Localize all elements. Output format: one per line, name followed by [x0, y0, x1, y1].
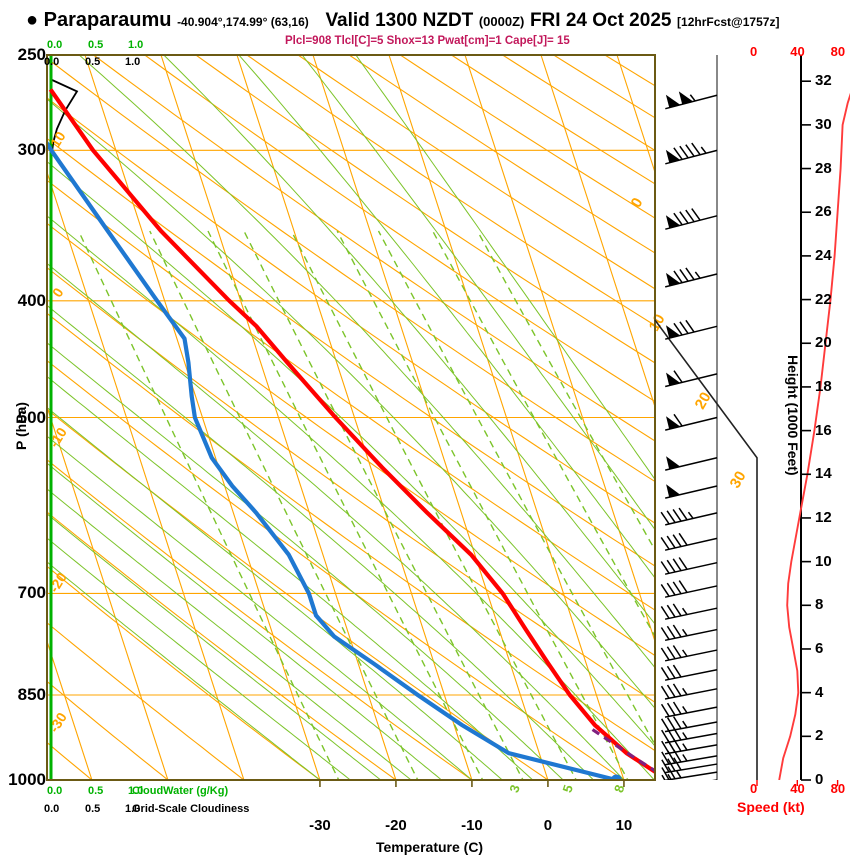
pressure-tick-1000: 1000	[8, 770, 46, 789]
height-tick-0: 0	[815, 771, 824, 788]
speed-axis-label: Speed (kt)	[737, 799, 805, 815]
cloudiness-bottom-tick-0: 0.0	[44, 803, 60, 815]
height-tick-20: 20	[815, 334, 832, 352]
stability-indices: Plcl=908 Tlcl[C]=5 Shox=13 Pwat[cm]=1 Ca…	[285, 35, 570, 47]
sounding-curves	[47, 88, 655, 780]
cloudwater-legend-label: CloudWater (g/Kg)	[132, 785, 229, 797]
speed-tick-80-top: 80	[830, 44, 846, 59]
valid-utc: (0000Z)	[478, 14, 525, 29]
pressure-tick-300: 300	[17, 140, 46, 160]
svg-text:-20: -20	[46, 569, 70, 595]
cloudiness-bottom-tick-1: 0.5	[85, 803, 101, 815]
pressure-tick-700: 700	[17, 583, 46, 603]
svg-text:0: 0	[628, 195, 647, 211]
pressure-tick-250: 250	[17, 45, 46, 64]
height-tick-2: 2	[815, 727, 824, 745]
valid-date: FRI 24 Oct 2025	[529, 10, 672, 31]
height-tick-28: 28	[815, 159, 832, 177]
cloudiness-legend-label: Grid-Scale Cloudiness	[132, 803, 250, 815]
svg-text:30: 30	[727, 468, 750, 491]
cloudwater-bottom-tick-0: 0.0	[47, 785, 63, 797]
svg-text:-10: -10	[46, 424, 70, 450]
cloudiness-top-tick-0: 0.0	[44, 56, 60, 68]
station-bullet-icon: ●	[26, 9, 39, 31]
temp-tick--20: -20	[385, 817, 407, 834]
cloudiness-top-tick-2: 1.0	[125, 56, 141, 68]
cloudwater-bottom-tick-2: 1.0	[128, 785, 144, 797]
height-tick-6: 6	[815, 639, 824, 657]
speed-tick-0-top: 0	[750, 44, 758, 59]
station-coords: -40.904°,174.99° (63,16)	[177, 15, 309, 29]
cloudwater-bottom-tick-1: 0.5	[88, 785, 104, 797]
page-title: ● Paraparaumu -40.904°,174.99° (63,16) V…	[26, 10, 779, 30]
temp-tick-0: 0	[543, 817, 553, 834]
pressure-tick-400: 400	[17, 290, 46, 310]
temp-tick-10: 10	[615, 817, 633, 834]
cloudwater-top-tick-1: 0.5	[88, 39, 104, 51]
station-name: Paraparaumu	[43, 9, 172, 31]
height-tick-8: 8	[815, 596, 824, 614]
cloudwater-top-tick-0: 0.0	[47, 39, 63, 51]
height-tick-22: 22	[815, 290, 832, 308]
pressure-tick-500: 500	[17, 407, 46, 427]
background-grid	[47, 55, 655, 780]
valid-time: Valid 1300 NZDT	[325, 10, 474, 31]
svg-text:-30: -30	[46, 709, 70, 735]
svg-text:3: 3	[506, 783, 523, 795]
height-tick-30: 30	[815, 115, 832, 133]
cloudiness-top-tick-1: 0.5	[85, 56, 101, 68]
svg-text:10: 10	[47, 128, 69, 150]
axis-ticks	[319, 80, 839, 787]
height-tick-32: 32	[815, 72, 832, 90]
height-tick-12: 12	[815, 508, 832, 526]
height-tick-10: 10	[815, 552, 832, 570]
speed-tick-0-bottom: 0	[750, 781, 758, 796]
cloudwater-top-tick-2: 1.0	[128, 39, 144, 51]
speed-tick-80-bottom: 80	[830, 781, 846, 796]
cloudiness-bottom-tick-2: 1.0	[125, 803, 141, 815]
wind-barbs	[660, 91, 718, 780]
svg-text:5: 5	[559, 783, 576, 795]
height-tick-18: 18	[815, 377, 832, 395]
pressure-axis-label: P (hPa)	[13, 402, 29, 450]
height-axis-label: Height (1000 Feet)	[785, 355, 801, 476]
svg-text:20: 20	[692, 389, 715, 412]
height-tick-14: 14	[815, 465, 832, 483]
pressure-tick-850: 850	[17, 685, 46, 704]
forecast-stamp: [12hrFcst@1757z]	[677, 15, 780, 29]
height-tick-24: 24	[815, 246, 832, 264]
height-tick-16: 16	[815, 421, 832, 439]
temp-tick--30: -30	[309, 817, 331, 834]
height-tick-26: 26	[815, 203, 832, 221]
height-tick-4: 4	[815, 683, 824, 701]
svg-text:8: 8	[611, 783, 628, 795]
speed-tick-40-top: 40	[790, 44, 805, 59]
temperature-axis-label: Temperature (C)	[376, 839, 484, 855]
height-speed-profile	[778, 92, 850, 780]
speed-tick-40-bottom: 40	[790, 781, 805, 796]
temp-tick--10: -10	[461, 817, 483, 834]
